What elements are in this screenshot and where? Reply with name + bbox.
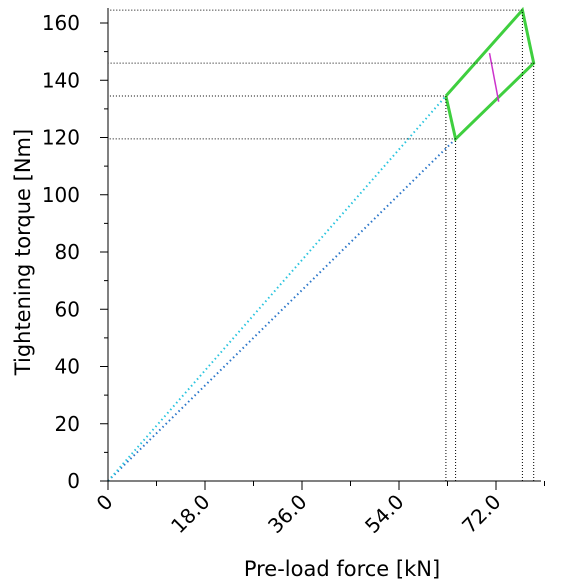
series-layer [107, 6, 536, 482]
y-tick-label: 160 [42, 11, 80, 35]
dotted-series-line [107, 95, 447, 482]
reference-line [108, 62, 535, 481]
axes-layer [107, 8, 541, 482]
y-tick-label: 40 [55, 355, 80, 379]
reference-line [108, 138, 457, 481]
y-tick-label: 120 [42, 126, 80, 150]
tolerance-parallelogram [444, 6, 536, 142]
y-tick-label: 0 [67, 469, 80, 493]
x-tick-label: 54.0 [360, 490, 408, 538]
y-tick-label: 60 [55, 297, 80, 321]
y-tick-label: 80 [55, 240, 80, 264]
y-tick-label: 100 [42, 183, 80, 207]
y-axis-title: Tightening torque [Nm] [11, 129, 35, 376]
y-tick-label: 20 [55, 412, 80, 436]
reference-line [108, 95, 447, 481]
nominal-line [488, 52, 500, 102]
x-tick-label: 36.0 [263, 490, 311, 538]
x-axis-title: Pre-load force [kN] [244, 557, 440, 581]
reference-line [108, 9, 523, 481]
ticks-layer: 0 20 40 60 80 100 120 140 160 0 18.0 36.0 54.0 72.0 [42, 11, 545, 538]
x-tick-label: 18.0 [166, 490, 214, 538]
y-tick-label: 140 [42, 68, 80, 92]
dotted-series-line [107, 138, 457, 482]
x-tick-label: 0 [92, 490, 118, 516]
x-tick-label: 72.0 [457, 490, 505, 538]
